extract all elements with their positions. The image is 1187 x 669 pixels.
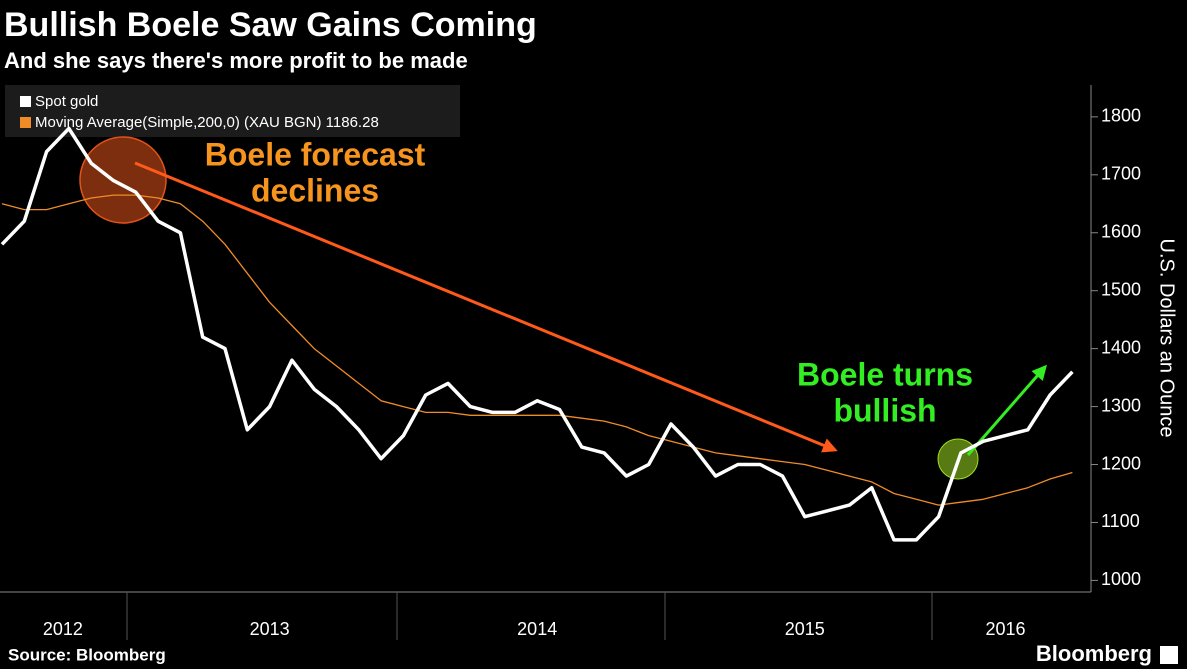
legend-label: Spot gold bbox=[35, 93, 98, 110]
series-line bbox=[1, 194, 1073, 506]
y-tick-label: 1400 bbox=[1101, 337, 1141, 357]
y-tick-label: 1100 bbox=[1101, 511, 1140, 531]
annotation: bullish bbox=[833, 392, 936, 428]
x-tick-label: 2015 bbox=[785, 619, 825, 639]
x-tick-label: 2016 bbox=[985, 619, 1025, 639]
brand: Bloomberg bbox=[1036, 641, 1152, 666]
highlight-circle bbox=[79, 136, 167, 224]
y-tick-label: 1000 bbox=[1101, 569, 1141, 589]
y-tick-label: 1200 bbox=[1101, 453, 1141, 473]
annotation: Boele turns bbox=[797, 356, 973, 392]
annotation-arrow bbox=[134, 161, 838, 453]
y-tick-label: 1700 bbox=[1101, 164, 1141, 184]
annotation: Boele forecast bbox=[205, 136, 426, 172]
y-tick-label: 1300 bbox=[1101, 395, 1141, 415]
annotation-arrow bbox=[966, 364, 1047, 456]
brand-icon bbox=[1160, 646, 1178, 664]
x-tick-label: 2014 bbox=[517, 619, 557, 639]
series-line bbox=[0, 126, 1074, 542]
y-tick-label: 1600 bbox=[1101, 222, 1141, 242]
chart-subtitle: And she says there's more profit to be m… bbox=[4, 48, 468, 73]
year-separators bbox=[126, 592, 933, 640]
x-tick-label: 2012 bbox=[43, 619, 83, 639]
annotation: declines bbox=[251, 172, 379, 208]
x-tick-label: 2013 bbox=[250, 619, 290, 639]
legend-swatch bbox=[20, 117, 31, 128]
source: Source: Bloomberg bbox=[8, 645, 166, 664]
legend-swatch bbox=[20, 96, 31, 107]
legend-box bbox=[5, 85, 460, 137]
legend-label: Moving Average(Simple,200,0) (XAU BGN) 1… bbox=[35, 114, 379, 131]
y-tick-label: 1500 bbox=[1101, 279, 1141, 299]
chart-title: Bullish Boele Saw Gains Coming bbox=[4, 6, 537, 44]
y-axis-label: U.S. Dollars an Ounce bbox=[1156, 239, 1178, 438]
y-tick-label: 1800 bbox=[1101, 106, 1141, 126]
